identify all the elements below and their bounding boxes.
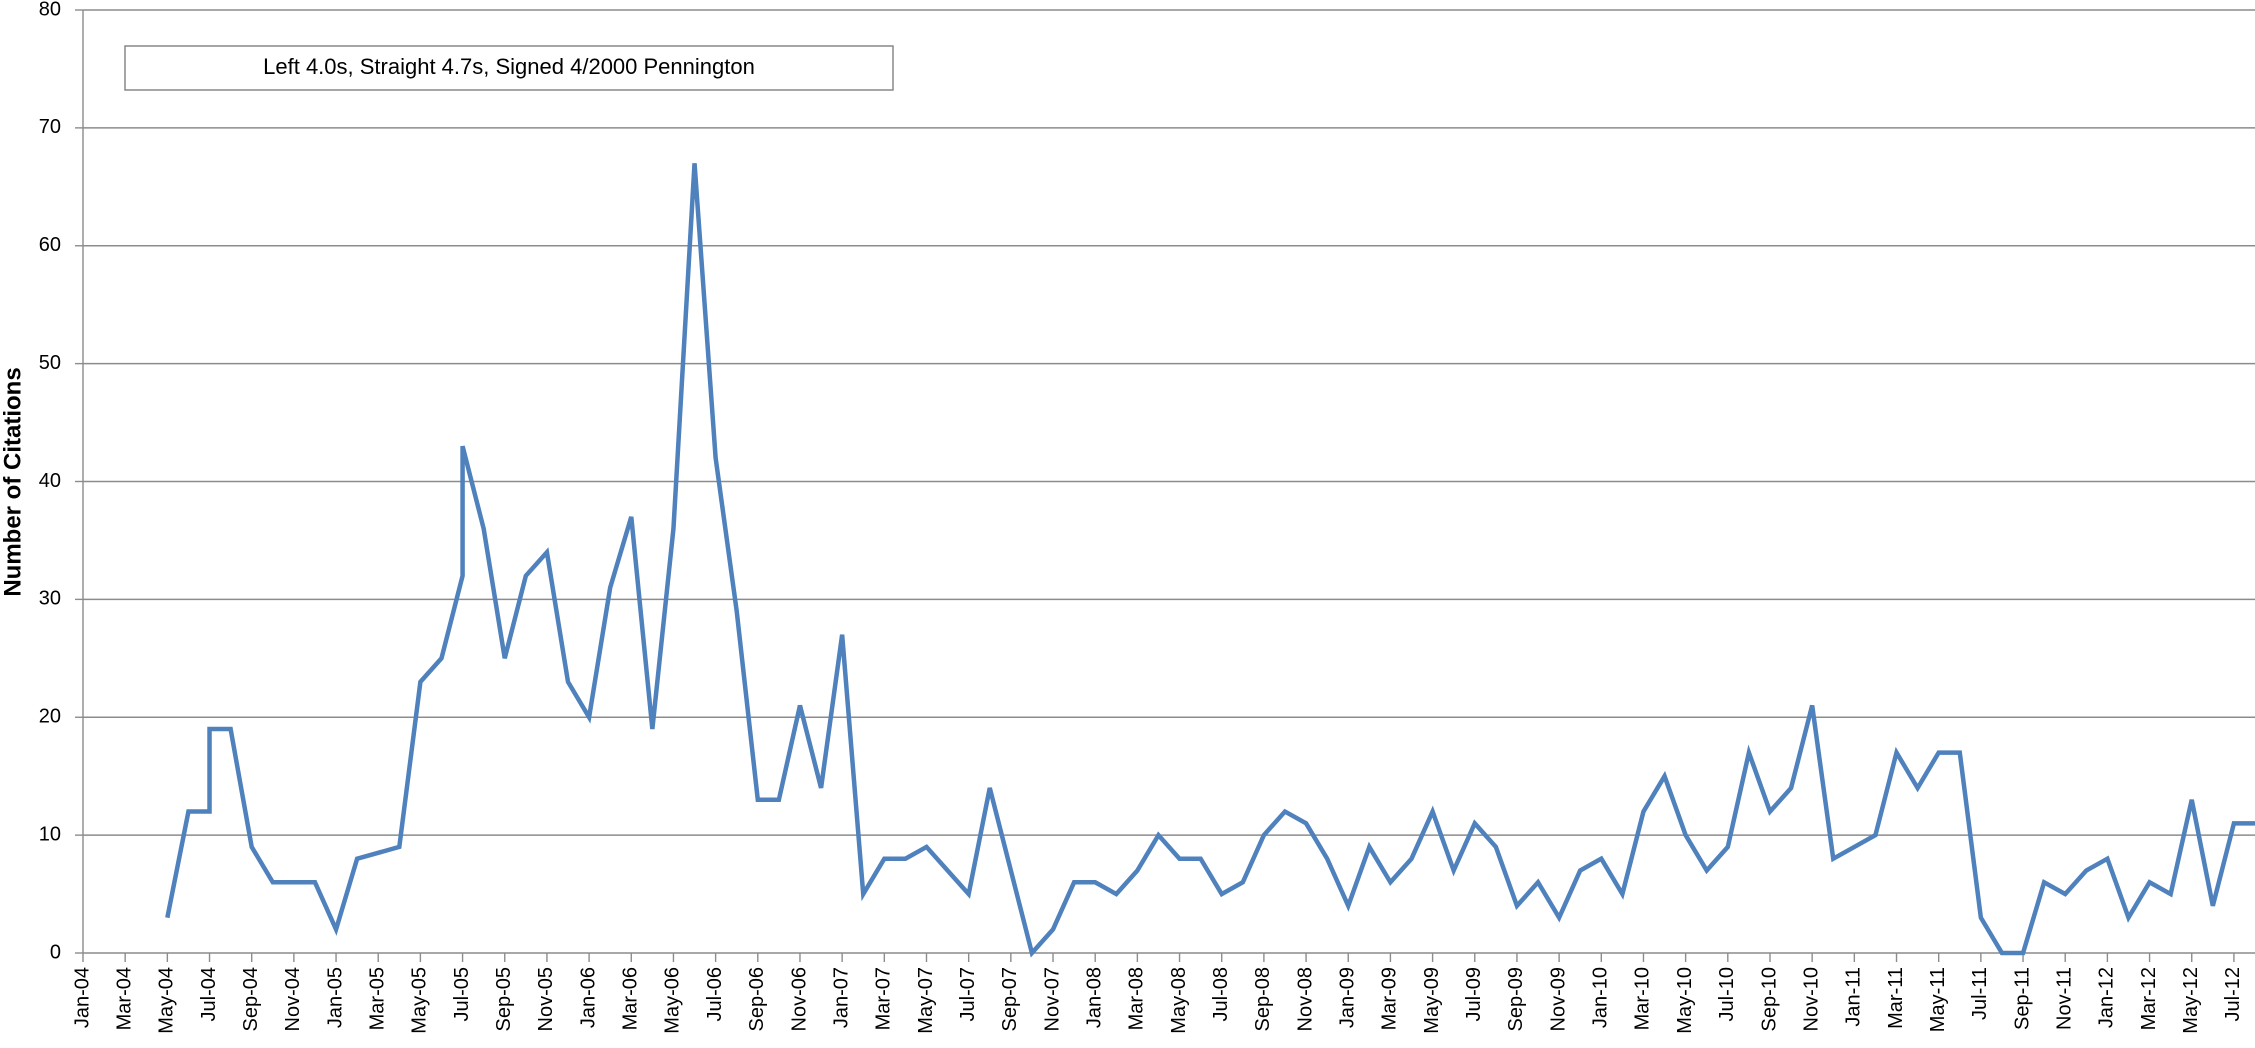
x-tick-label: Jul-04 — [198, 967, 220, 1021]
x-tick-label: Mar-04 — [113, 967, 135, 1030]
x-tick-label: Jul-10 — [1716, 967, 1738, 1021]
x-tick-label: May-06 — [662, 967, 684, 1034]
x-tick-label: Nov-05 — [535, 967, 557, 1031]
x-tick-label: Jan-08 — [1083, 967, 1105, 1028]
x-tick-label: Jan-09 — [1337, 967, 1359, 1028]
annotation: Left 4.0s, Straight 4.7s, Signed 4/2000 … — [263, 54, 755, 79]
x-tick-label: Jan-12 — [2096, 967, 2118, 1028]
x-tick-label: Sep-04 — [240, 967, 262, 1032]
y-tick-label: 30 — [39, 588, 61, 610]
x-tick-label: Sep-10 — [1758, 967, 1780, 1032]
x-tick-label: Nov-04 — [282, 967, 304, 1031]
x-tick-label: Jan-11 — [1843, 967, 1865, 1027]
x-tick-label: Mar-07 — [873, 967, 895, 1030]
x-tick-label: Jan-05 — [324, 967, 346, 1028]
x-tick-label: May-10 — [1674, 967, 1696, 1034]
x-tick-label: Jul-08 — [1210, 967, 1232, 1021]
x-tick-label: Jan-07 — [830, 967, 852, 1028]
x-tick-label: Sep-09 — [1505, 967, 1527, 1032]
y-tick-label: 10 — [39, 823, 61, 845]
x-tick-label: Nov-08 — [1294, 967, 1316, 1031]
annotation-box — [124, 45, 894, 91]
x-tick-label: Nov-06 — [788, 967, 810, 1031]
x-tick-label: Mar-11 — [1885, 967, 1907, 1029]
x-tick-label: Nov-07 — [1041, 967, 1063, 1031]
x-tick-label: Sep-11 — [2011, 967, 2033, 1030]
x-tick-label: Jul-11 — [1969, 967, 1991, 1020]
x-tick-label: Jan-04 — [71, 967, 93, 1028]
y-tick-label: 60 — [39, 234, 61, 256]
x-tick-label: May-11 — [1927, 967, 1949, 1032]
y-axis-title: Number of Citations — [0, 367, 26, 596]
x-tick-label: Jul-09 — [1463, 967, 1485, 1021]
x-tick-label: May-09 — [1421, 967, 1443, 1034]
y-tick-label: 80 — [39, 0, 61, 20]
x-tick-label: Sep-05 — [493, 967, 515, 1032]
x-tick-label: Nov-10 — [1800, 967, 1822, 1031]
y-tick-label: 70 — [39, 116, 61, 138]
x-tick-label: Sep-08 — [1252, 967, 1274, 1032]
x-tick-label: Mar-12 — [2138, 967, 2160, 1030]
x-tick-label: Nov-11 — [2053, 967, 2075, 1030]
x-tick-label: Sep-07 — [999, 967, 1021, 1032]
x-tick-label: May-12 — [2180, 967, 2202, 1034]
y-tick-label: 0 — [50, 941, 61, 963]
x-tick-label: Jul-12 — [2222, 967, 2244, 1021]
x-tick-label: May-04 — [156, 967, 178, 1034]
x-tick-label: Nov-09 — [1547, 967, 1569, 1031]
x-tick-label: Mar-05 — [367, 967, 389, 1030]
x-tick-label: Jul-05 — [451, 967, 473, 1021]
x-tick-label: Mar-06 — [620, 967, 642, 1030]
x-tick-label: Mar-08 — [1126, 967, 1148, 1030]
x-tick-label: Jan-06 — [577, 967, 599, 1028]
x-tick-label: Jul-06 — [704, 967, 726, 1021]
x-tick-label: Sep-06 — [746, 967, 768, 1032]
y-tick-label: 20 — [39, 706, 61, 728]
x-tick-label: May-07 — [915, 967, 937, 1034]
x-tick-label: May-08 — [1168, 967, 1190, 1034]
x-tick-label: Mar-10 — [1632, 967, 1654, 1030]
x-tick-label: Jul-07 — [957, 967, 979, 1021]
x-tick-label: May-05 — [409, 967, 431, 1034]
y-tick-label: 50 — [39, 352, 61, 374]
x-tick-label: Mar-09 — [1379, 967, 1401, 1030]
y-tick-label: 40 — [39, 470, 61, 492]
data-line — [165, 163, 2255, 958]
x-tick-label: Jan-10 — [1590, 967, 1612, 1028]
